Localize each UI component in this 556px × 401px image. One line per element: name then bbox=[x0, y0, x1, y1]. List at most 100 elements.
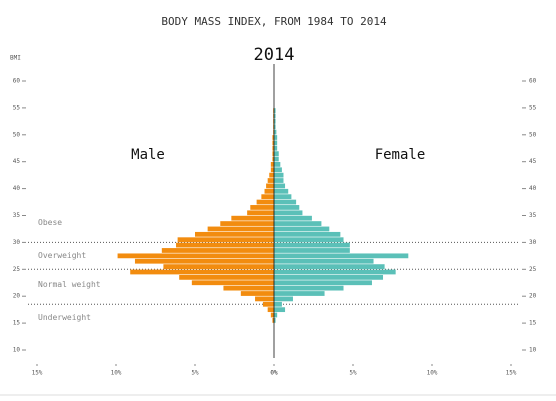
bar bbox=[220, 221, 274, 226]
bar bbox=[274, 215, 312, 221]
bar bbox=[240, 291, 274, 296]
bar bbox=[274, 269, 396, 275]
bar bbox=[274, 108, 276, 113]
bar bbox=[247, 210, 274, 216]
bar bbox=[272, 145, 274, 151]
bar bbox=[191, 280, 274, 286]
bar bbox=[274, 140, 278, 146]
bar bbox=[274, 285, 344, 291]
x-tick-label: 10% bbox=[111, 370, 122, 377]
bar bbox=[274, 156, 279, 162]
bar bbox=[250, 205, 274, 210]
legend-female: Female bbox=[375, 147, 426, 163]
y-tick-label: 10 bbox=[13, 347, 21, 354]
bar bbox=[274, 145, 278, 151]
y-tick-label: 60 bbox=[529, 78, 537, 85]
y-tick-label: 30 bbox=[529, 239, 537, 246]
y-tick-label: 20 bbox=[529, 293, 537, 300]
x-tick-label: 5% bbox=[191, 370, 199, 377]
y-tick-label: 10 bbox=[529, 347, 537, 354]
bar bbox=[272, 135, 274, 140]
chart-subtitle: 2014 bbox=[254, 45, 295, 65]
bar bbox=[274, 124, 276, 130]
bar bbox=[274, 183, 286, 189]
bar bbox=[274, 307, 286, 313]
bar bbox=[272, 140, 274, 146]
bar bbox=[274, 280, 372, 286]
bar bbox=[134, 258, 274, 264]
bar bbox=[274, 231, 341, 237]
y-tick-label: 45 bbox=[13, 158, 21, 165]
bar bbox=[207, 226, 274, 232]
y-tick-label: 35 bbox=[529, 212, 537, 219]
class-label: Normal weight bbox=[38, 280, 101, 289]
bar bbox=[272, 318, 274, 323]
bar bbox=[274, 178, 284, 183]
y-tick-label: 50 bbox=[529, 131, 537, 138]
bar bbox=[130, 269, 274, 275]
bar bbox=[264, 188, 274, 194]
class-label: Obese bbox=[38, 218, 62, 227]
y-tick-label: 40 bbox=[529, 185, 537, 192]
y-tick-label: 30 bbox=[13, 239, 21, 246]
y-axis-label: BMI bbox=[10, 55, 21, 62]
bar bbox=[163, 264, 274, 269]
bar bbox=[274, 151, 279, 157]
bar bbox=[179, 274, 274, 280]
y-tick-label: 25 bbox=[13, 266, 21, 273]
bar bbox=[274, 199, 297, 205]
x-tick-label: 10% bbox=[427, 370, 438, 377]
bar bbox=[117, 253, 274, 259]
x-tick-label: 0% bbox=[270, 370, 278, 377]
x-tick-label: 15% bbox=[32, 370, 43, 377]
class-label: Overweight bbox=[38, 251, 86, 260]
bar bbox=[270, 167, 274, 173]
bar bbox=[176, 242, 274, 248]
bar bbox=[267, 178, 274, 183]
class-label: Underweight bbox=[38, 313, 91, 322]
bar bbox=[161, 248, 274, 253]
bar bbox=[274, 167, 282, 173]
y-tick-label: 50 bbox=[13, 131, 21, 138]
bar bbox=[270, 162, 274, 167]
bar bbox=[256, 199, 274, 205]
bar bbox=[274, 118, 276, 124]
x-tick-label: 5% bbox=[349, 370, 357, 377]
legend-male: Male bbox=[131, 147, 165, 163]
bar bbox=[274, 301, 282, 307]
x-tick-label: 0% bbox=[270, 370, 278, 377]
bar bbox=[223, 285, 274, 291]
bar bbox=[274, 162, 281, 167]
bar bbox=[269, 172, 274, 178]
bar bbox=[274, 242, 350, 248]
bar bbox=[262, 301, 274, 307]
bar bbox=[274, 210, 303, 216]
bar bbox=[274, 188, 289, 194]
y-tick-label: 45 bbox=[529, 158, 537, 165]
y-tick-label: 60 bbox=[13, 78, 21, 85]
bar bbox=[274, 258, 374, 264]
y-tick-label: 55 bbox=[529, 104, 537, 111]
bar bbox=[274, 291, 325, 296]
bar bbox=[177, 237, 274, 243]
bar bbox=[274, 237, 344, 243]
bar bbox=[274, 221, 322, 226]
bar bbox=[274, 296, 293, 302]
bar bbox=[274, 248, 350, 253]
y-tick-label: 35 bbox=[13, 212, 21, 219]
chart-title: BODY MASS INDEX, FROM 1984 TO 2014 bbox=[161, 15, 387, 28]
bar bbox=[274, 113, 276, 119]
bar bbox=[261, 194, 274, 200]
bar bbox=[274, 194, 292, 200]
bar bbox=[274, 312, 278, 318]
bar bbox=[267, 307, 274, 313]
x-tick-label: 15% bbox=[506, 370, 517, 377]
y-tick-label: 15 bbox=[529, 320, 537, 327]
bar bbox=[266, 183, 274, 189]
bar bbox=[274, 318, 276, 323]
bar bbox=[274, 135, 278, 140]
bar bbox=[274, 129, 277, 135]
bar bbox=[274, 264, 385, 269]
bar bbox=[270, 312, 274, 318]
